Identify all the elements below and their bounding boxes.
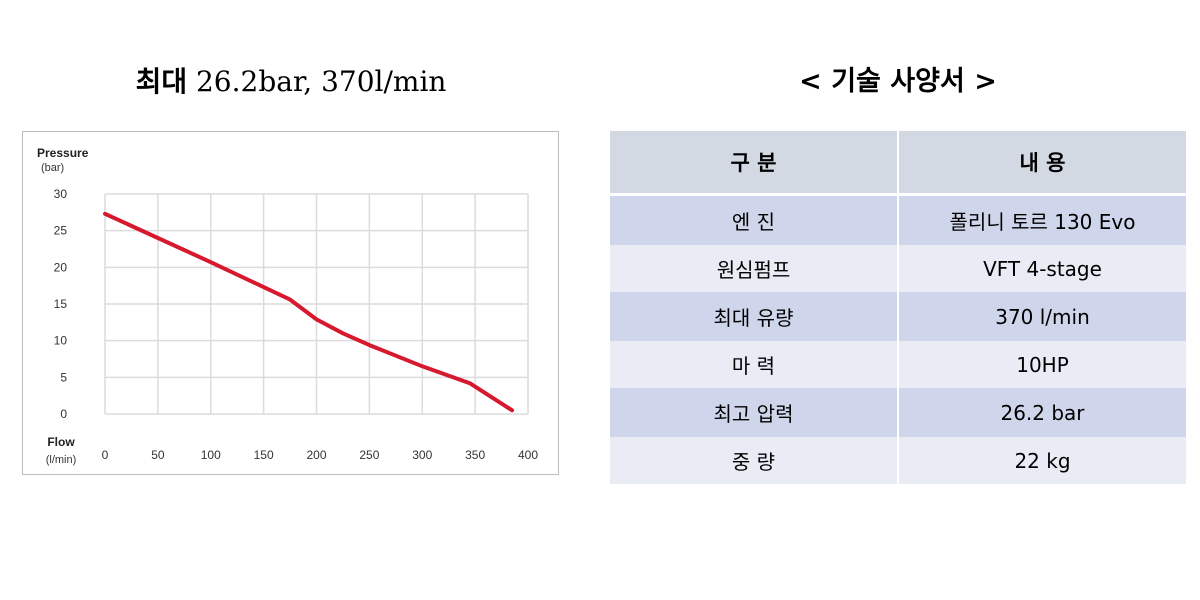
chart-heading-rest: 26.2bar, 370l/min bbox=[187, 65, 447, 98]
spec-label: 엔 진 bbox=[608, 194, 899, 245]
spec-table: 구 분 내 용 엔 진 폴리니 토르 130 Evo 원심펌프 VFT 4-st… bbox=[608, 131, 1188, 484]
spec-row-pump: 원심펌프 VFT 4-stage bbox=[608, 245, 1188, 292]
spec-label: 최고 압력 bbox=[608, 388, 899, 437]
y-tick-label: 25 bbox=[54, 224, 68, 238]
spec-label: 원심펌프 bbox=[608, 245, 899, 292]
x-tick-label: 150 bbox=[254, 448, 274, 462]
spec-value: 370 l/min bbox=[897, 292, 1188, 341]
spec-value: 폴리니 토르 130 Evo bbox=[897, 194, 1188, 245]
chart-heading: 최대 26.2bar, 370l/min bbox=[22, 62, 560, 102]
spec-header-row: 구 분 내 용 bbox=[608, 131, 1188, 196]
y-axis-unit: (bar) bbox=[41, 162, 64, 174]
spec-value: VFT 4-stage bbox=[897, 245, 1188, 292]
spec-heading: < 기술 사양서 > bbox=[799, 66, 997, 97]
y-tick-label: 10 bbox=[54, 334, 68, 348]
spec-label: 마 력 bbox=[608, 341, 899, 388]
y-tick-label: 15 bbox=[54, 297, 68, 311]
x-tick-label: 300 bbox=[412, 448, 432, 462]
x-axis-unit: (l/min) bbox=[46, 454, 77, 466]
spec-row-horsepower: 마 력 10HP bbox=[608, 341, 1188, 388]
y-tick-label: 30 bbox=[54, 187, 68, 201]
x-tick-label: 100 bbox=[201, 448, 221, 462]
x-axis-label: Flow bbox=[47, 435, 75, 449]
y-tick-label: 5 bbox=[60, 370, 67, 384]
chart-heading-bold: 최대 bbox=[135, 65, 188, 98]
pressure-flow-chart: 0 5 10 15 20 25 30 0 50 100 150 200 250 300 350 400 Pres… bbox=[22, 131, 559, 475]
y-tick-label: 0 bbox=[60, 407, 67, 421]
x-tick-label: 250 bbox=[359, 448, 379, 462]
spec-value: 10HP bbox=[897, 341, 1188, 388]
spec-row-weight: 중 량 22 kg bbox=[608, 437, 1188, 484]
spec-value: 22 kg bbox=[897, 437, 1188, 484]
y-tick-label: 20 bbox=[54, 260, 68, 274]
x-tick-label: 50 bbox=[151, 448, 165, 462]
x-tick-label: 400 bbox=[518, 448, 538, 462]
spec-row-max-flow: 최대 유량 370 l/min bbox=[608, 292, 1188, 341]
spec-label: 최대 유량 bbox=[608, 292, 899, 341]
spec-value: 26.2 bar bbox=[897, 388, 1188, 437]
y-axis-label: Pressure bbox=[37, 146, 89, 160]
x-tick-label: 350 bbox=[465, 448, 485, 462]
series-line bbox=[103, 211, 515, 413]
x-tick-label: 0 bbox=[102, 448, 109, 462]
x-tick-label: 200 bbox=[306, 448, 326, 462]
spec-row-engine: 엔 진 폴리니 토르 130 Evo bbox=[608, 194, 1188, 245]
spec-header-content: 내 용 bbox=[897, 131, 1188, 196]
spec-row-max-pressure: 최고 압력 26.2 bar bbox=[608, 388, 1188, 437]
spec-label: 중 량 bbox=[608, 437, 899, 484]
spec-header-category: 구 분 bbox=[608, 131, 899, 196]
